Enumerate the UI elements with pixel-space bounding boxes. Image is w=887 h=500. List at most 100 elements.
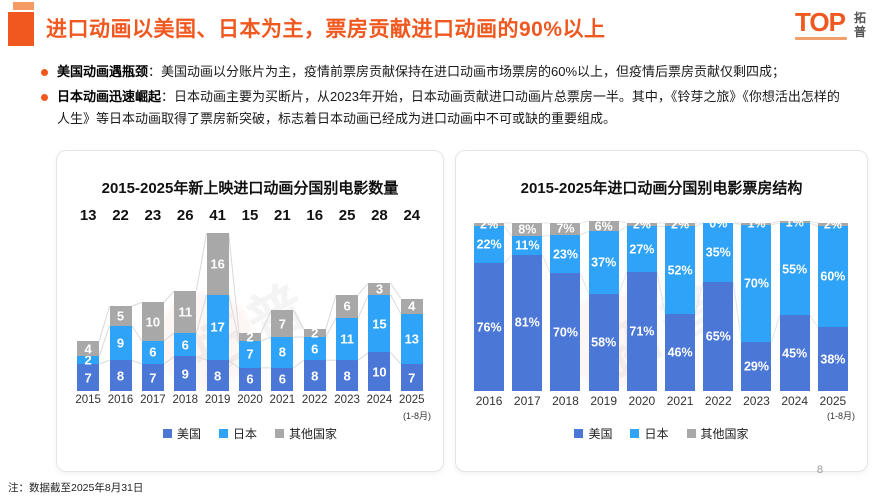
- bar-segment-japan: [141, 340, 164, 365]
- legend-item-other-countries: 其他国家: [686, 425, 749, 442]
- bar-segment-usa: [665, 313, 696, 391]
- segment-label: 8: [214, 368, 222, 384]
- bar-2024: 10 15 3: [363, 233, 395, 391]
- bar-2018: 9 6 11: [169, 233, 201, 391]
- bar-2023: 29% 70% 1%: [737, 218, 775, 391]
- bar-segment-japan: [512, 236, 543, 255]
- segment-label: 7%: [556, 221, 575, 236]
- bar-segment-other-countries: [271, 310, 294, 338]
- bar-segment-japan: [626, 226, 657, 272]
- box-office-structure-chart-card: 拓普 2015-2025年进口动画分国别电影票房结构 76% 22% 2% 81% 11…: [455, 150, 868, 472]
- bar-segment-other-countries: [588, 221, 619, 232]
- x-axis-note: (1-8月): [402, 411, 431, 421]
- x-axis-label: 2018: [172, 394, 199, 406]
- total-label: 26: [176, 207, 194, 224]
- x-axis-label: 2019: [204, 394, 231, 406]
- legend-item-usa: 美国: [162, 425, 201, 442]
- legend-label: 美国: [588, 427, 613, 441]
- bullet-text: ：美国动画以分账片为主，疫情前票房贡献保持在进口动画市场票房的60%以上，但疫情…: [148, 64, 786, 79]
- bar-segment-usa: [271, 367, 294, 391]
- bar-segment-usa: [703, 281, 734, 391]
- bar-segment-usa: [512, 254, 543, 391]
- x-axis-label: 2016: [475, 394, 503, 408]
- segment-label: 70%: [743, 276, 769, 291]
- segment-label: 2: [311, 325, 319, 341]
- bullet-lead: 日本动画迅速崛起: [57, 89, 162, 104]
- box-office-chart: 76% 22% 2% 81% 11% 8% 70% 23% 7% 58% 37% 6% 71% 27% 2%…: [456, 151, 867, 471]
- bar-2020: 71% 27% 2%: [623, 218, 661, 391]
- bar-segment-other-countries: [817, 223, 848, 227]
- bar-segment-japan: [741, 224, 772, 343]
- segment-label: 2: [246, 329, 254, 345]
- x-axis-label: 2022: [301, 394, 328, 406]
- total-label: 23: [144, 207, 162, 224]
- segment-label: 11: [340, 331, 354, 347]
- segment-label: 8: [116, 368, 125, 384]
- bar-segment-usa: [77, 364, 100, 391]
- segment-label: 6: [278, 371, 286, 387]
- logo-tagline-bar: [795, 37, 847, 40]
- bar-segment-other-countries: [626, 223, 657, 227]
- bar-2016: 8 9 5: [104, 233, 136, 391]
- bar-segment-other-countries: [336, 294, 359, 318]
- bullet-lead: 美国动画遇瓶颈: [57, 64, 149, 79]
- x-axis-label: 2020: [628, 394, 656, 408]
- bar-segment-other-countries: [206, 233, 229, 295]
- segment-label: 7: [149, 370, 157, 386]
- segment-label: 7: [278, 316, 286, 332]
- total-label: 22: [112, 207, 129, 224]
- segment-label: 71%: [629, 324, 655, 339]
- bar-segment-japan: [303, 337, 326, 361]
- bar-2019: 8 17 16: [201, 233, 233, 391]
- bar-2024: 45% 55% 1%: [776, 216, 814, 391]
- series-connector-lines: [503, 220, 819, 343]
- bar-2017: 7 6 10: [137, 233, 169, 391]
- bar-2025: 7 13 4: [396, 233, 428, 391]
- bar-segment-other-countries: [141, 302, 164, 341]
- bar-segment-usa: [741, 342, 772, 391]
- legend-label: 其他国家: [289, 427, 338, 441]
- legend-label: 日本: [232, 427, 257, 441]
- legend-swatch-japan: [218, 429, 228, 438]
- segment-label: 46%: [667, 345, 693, 360]
- bar-segment-other-countries: [77, 340, 100, 357]
- segment-label: 8: [343, 368, 351, 384]
- bar-segment-other-countries: [665, 223, 696, 227]
- bar-segment-other-countries: [303, 329, 326, 338]
- bar-segment-japan: [550, 234, 581, 274]
- total-label: 13: [79, 207, 97, 224]
- bar-2023: 8 11 6: [331, 233, 363, 391]
- bar-segment-other-countries: [109, 306, 132, 326]
- logo-top-text: TOP: [795, 7, 846, 37]
- bar-segment-usa: [368, 352, 391, 391]
- x-axis-label: 2015: [75, 394, 101, 406]
- bar-segment-japan: [665, 226, 696, 314]
- segment-label: 9: [181, 366, 189, 382]
- x-axis-label: 2025: [819, 394, 847, 408]
- segment-label: 27%: [629, 241, 655, 256]
- segment-label: 6: [181, 337, 189, 353]
- bar-2018: 70% 23% 7%: [546, 223, 584, 391]
- bar-segment-japan: [77, 356, 100, 365]
- segment-label: 5: [116, 308, 125, 324]
- legend-label: 其他国家: [700, 427, 749, 441]
- bar-2019: 58% 37% 6%: [585, 220, 623, 391]
- bar-segment-japan: [109, 325, 132, 361]
- segment-label: 60%: [820, 269, 846, 284]
- segment-label: 2: [84, 352, 92, 368]
- bar-2021: 46% 52% 2%: [661, 218, 699, 391]
- segment-label: 23%: [552, 246, 578, 261]
- bar-segment-other-countries: [474, 223, 505, 227]
- segment-label: 70%: [552, 324, 578, 339]
- bar-2017: 81% 11% 8%: [508, 223, 546, 391]
- segment-label: 2%: [823, 217, 842, 232]
- segment-label: 7: [408, 370, 416, 386]
- total-label: 21: [274, 207, 291, 224]
- segment-label: 2%: [480, 217, 499, 232]
- logo-wordmark: TOP: [795, 7, 847, 40]
- segment-label: 76%: [476, 319, 502, 334]
- bullet-dot-icon: [41, 94, 48, 101]
- bar-segment-japan: [206, 294, 229, 361]
- bar-segment-japan: [817, 226, 848, 328]
